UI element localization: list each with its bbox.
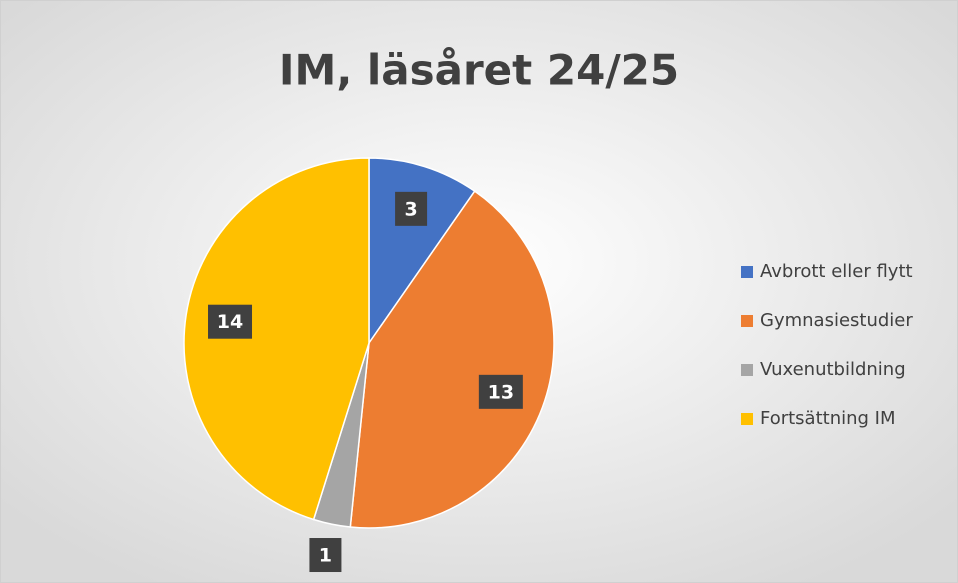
data-label-box bbox=[309, 538, 342, 573]
data-label: 1 bbox=[319, 545, 332, 567]
legend-label: Gymnasiestudier bbox=[760, 310, 913, 331]
legend-swatch bbox=[741, 364, 753, 376]
legend-label: Fortsättning IM bbox=[760, 408, 896, 429]
pie-slice bbox=[183, 157, 370, 521]
legend-label: Avbrott eller flytt bbox=[760, 261, 913, 282]
legend-swatch bbox=[741, 266, 753, 278]
data-label: 13 bbox=[488, 381, 514, 403]
data-label: 3 bbox=[404, 198, 417, 220]
legend-label: Vuxenutbildning bbox=[760, 359, 906, 380]
data-label-box bbox=[395, 191, 428, 226]
data-label-box bbox=[208, 304, 253, 339]
chart-title: IM, läsåret 24/25 bbox=[279, 46, 679, 95]
pie-slice bbox=[349, 190, 555, 529]
legend-swatch bbox=[741, 413, 753, 425]
data-label-box bbox=[478, 374, 523, 409]
data-label: 14 bbox=[217, 311, 243, 333]
legend-swatch bbox=[741, 315, 753, 327]
